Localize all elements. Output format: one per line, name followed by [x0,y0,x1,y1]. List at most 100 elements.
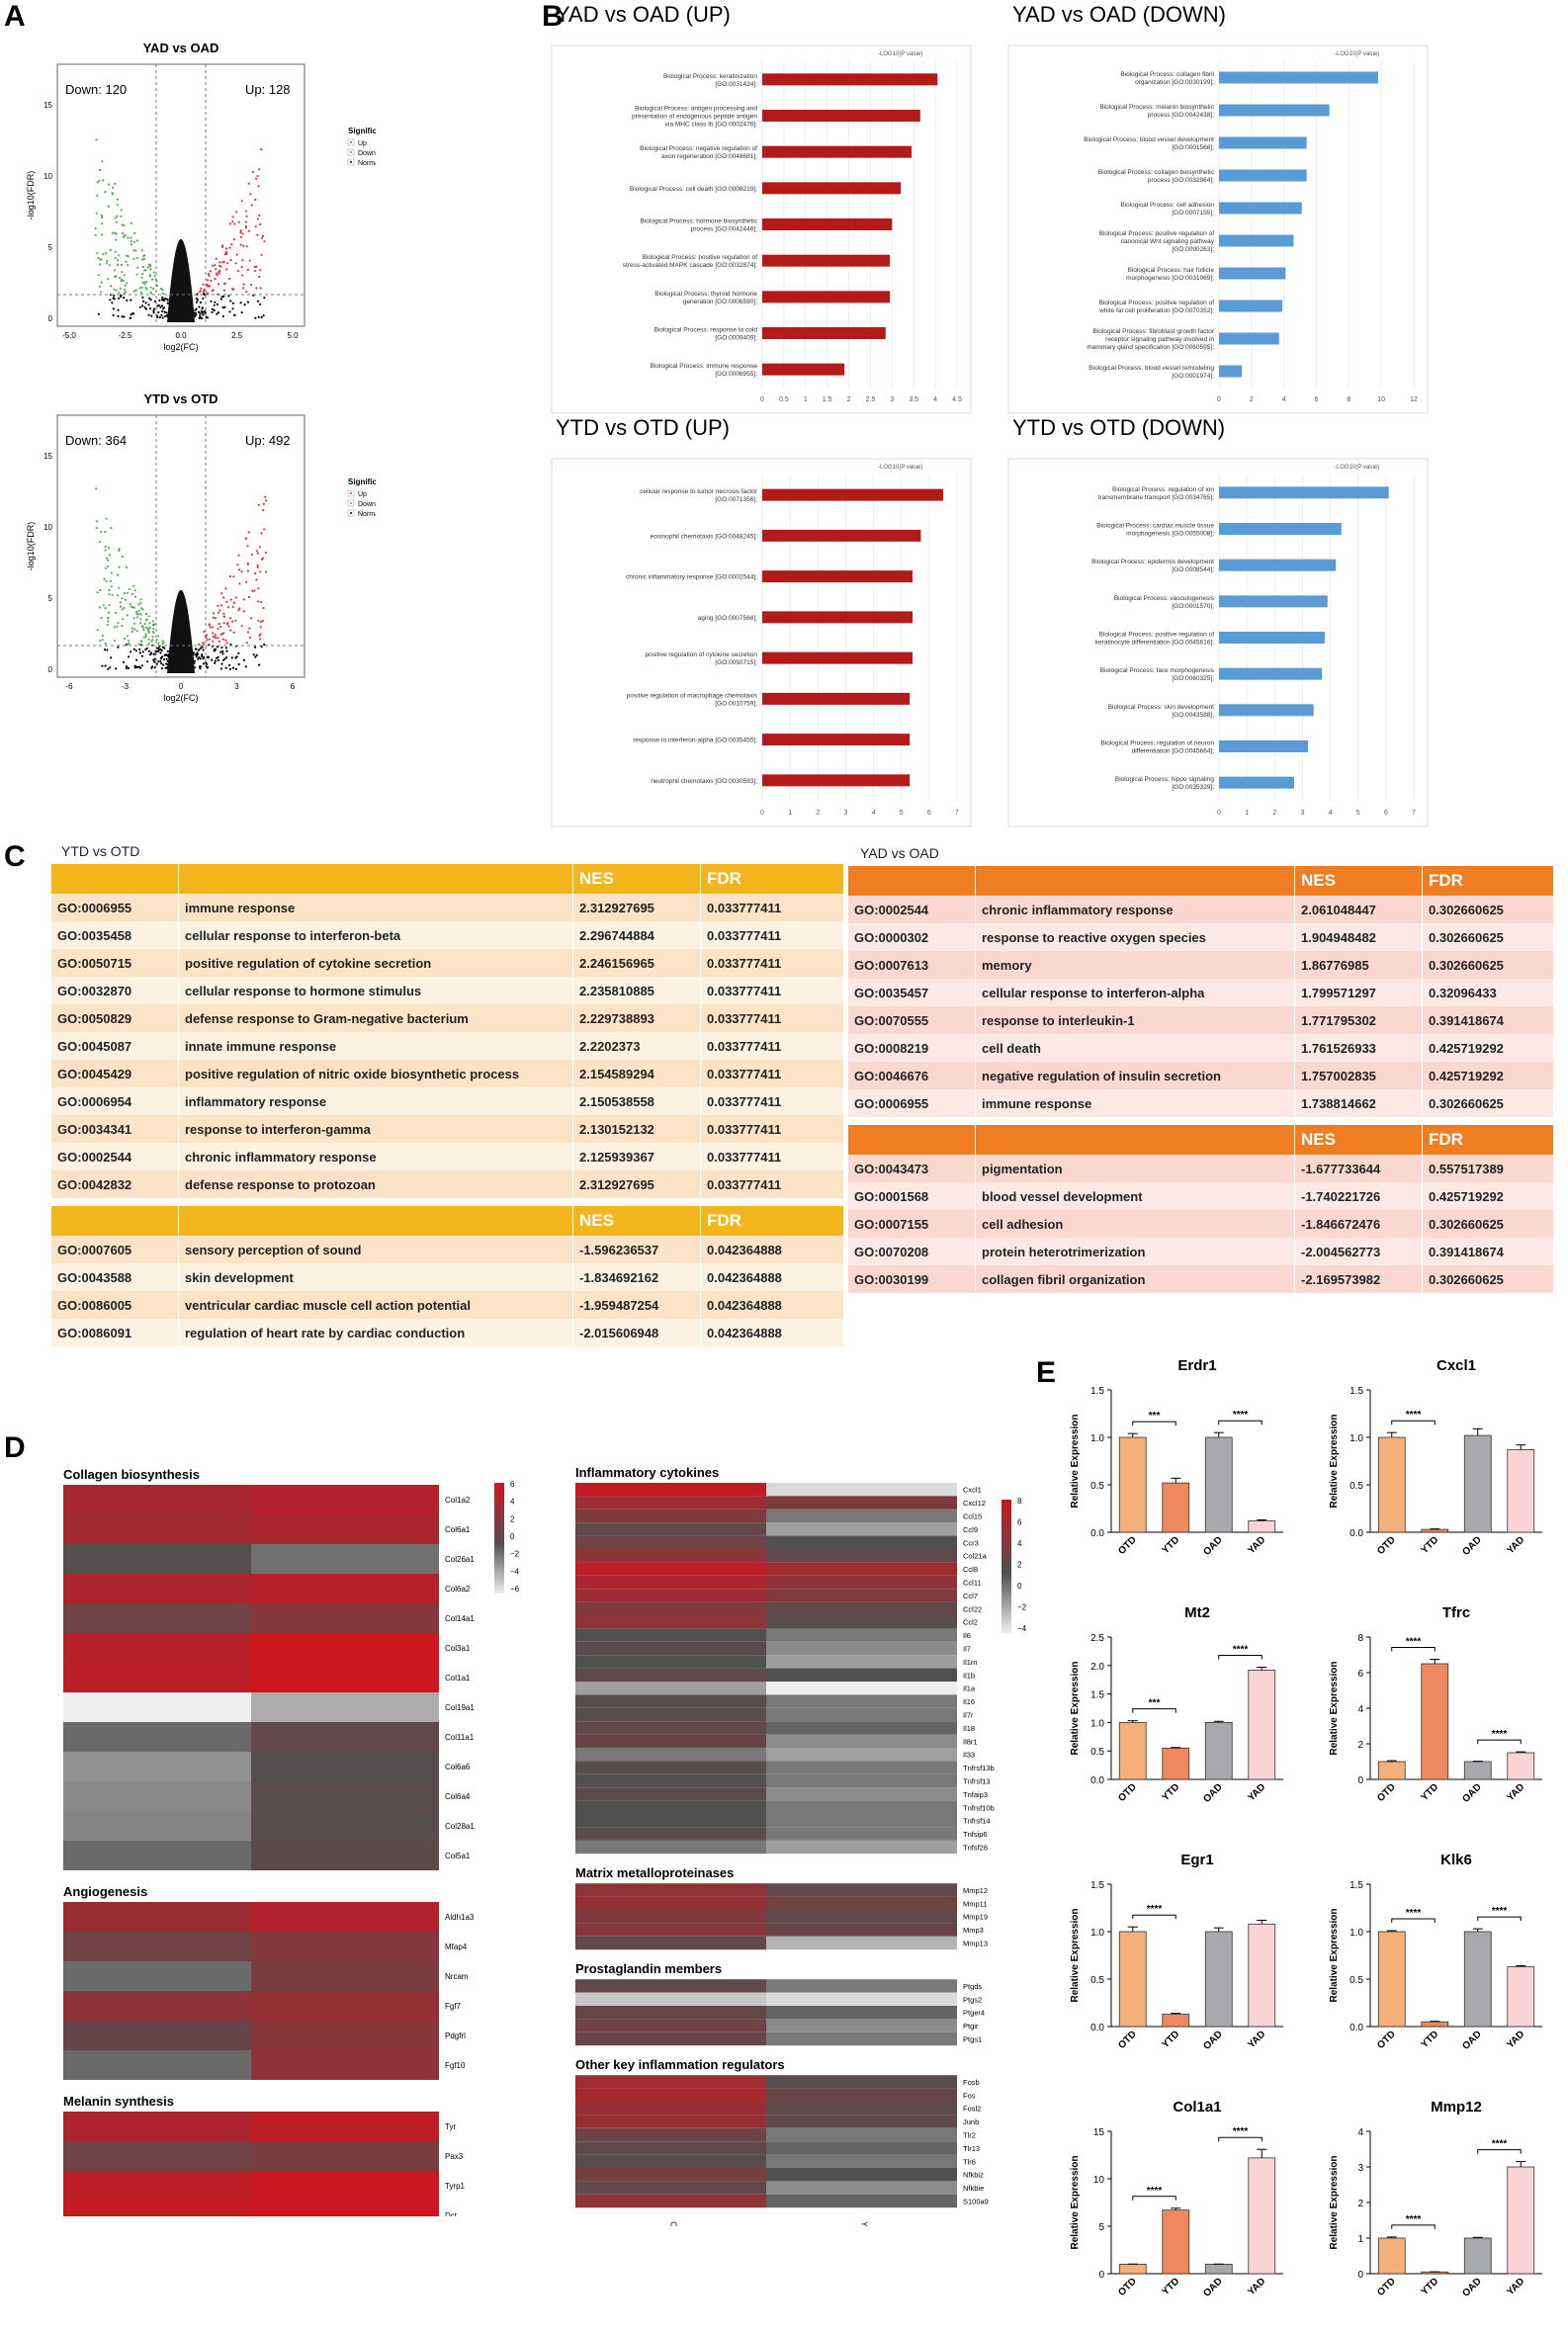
volcano-point [149,653,152,656]
volcano-point [100,281,103,284]
go-category-label: Biological Process: thyroid hormone gener… [654,291,757,305]
volcano-point [135,273,138,276]
heatmap-cell [575,1761,766,1774]
heatmap-cell [766,1483,957,1497]
go-term: memory [975,951,1295,979]
volcano-point [150,314,153,317]
gsea-row: GO:0030199 collagen fibril organization -2… [848,1265,1554,1293]
volcano-point [139,598,142,601]
volcano-point [231,307,234,310]
volcano-point [131,627,133,630]
volcano-point [104,648,107,651]
volcano-point [133,622,136,625]
volcano-point [255,578,258,581]
go-bar-chart-yad-down: YAD vs OAD (DOWN) -LOG10(P value) 0 2 4 6 8 10 1… [1007,2,1429,414]
qpcr-y-label: Relative Expression [1070,1661,1081,1755]
heatmap-cell [575,1655,766,1669]
heatmap-cell [251,1574,439,1603]
fdr-value: 0.302660625 [1422,896,1554,923]
volcano-point [127,666,131,669]
volcano-point [120,280,123,283]
volcano-point [234,619,237,622]
volcano-point [126,614,129,617]
volcano-point [109,299,112,302]
volcano-point [145,619,148,622]
go-category-label: Biological Process: collagen biosyntheti… [1098,169,1215,184]
volcano-point [152,309,155,312]
volcano-point [221,652,224,655]
qpcr-y-tick: 2.0 [1090,1662,1104,1673]
heatmap-cell [766,2127,957,2142]
volcano-point [212,612,215,615]
volcano-point [220,245,224,249]
go-category-label: Biological Process: epidermis developmen… [1091,559,1214,573]
volcano-point [155,639,158,642]
volcano-point [104,191,107,194]
volcano-point [242,283,245,286]
volcano-point [254,316,257,319]
qpcr-chart-mmp12: Mmp12 0 1 2 3 4 Relative Expression OTD YTD OAD YA… [1329,2099,1542,2299]
nes-value: -2.169573982 [1294,1265,1423,1293]
heatmap-cell [766,2154,957,2168]
fdr-value: 0.557517389 [1422,1155,1554,1182]
nes-value: -2.004562773 [1294,1238,1423,1265]
volcano-point [211,310,214,313]
volcano-point [141,265,144,269]
go-bar [762,488,943,501]
volcano-point [148,622,151,625]
volcano-point [258,214,261,216]
heatmap-column-label: OTD [669,2221,678,2226]
go-chart-title: YTD vs OTD (UP) [556,415,730,440]
volcano-point [149,268,152,271]
qpcr-x-tick: YTD [1419,2029,1440,2050]
volcano-x-tick: 2.5 [231,331,243,340]
volcano-point [244,220,247,223]
heatmap-gene-label: Tyrp1 [445,2182,466,2191]
volcano-point [161,643,164,646]
volcano-point [203,630,206,634]
volcano-point [138,287,141,290]
nes-value: 2.154589294 [572,1060,701,1087]
volcano-point [161,296,164,299]
volcano-point [199,290,202,294]
volcano-point [107,205,111,208]
qpcr-y-tick: 1.5 [1350,1880,1363,1891]
volcano-point [231,220,234,223]
go-bar [762,73,938,86]
fdr-header: FDR [700,864,844,894]
heatmap-gene-label: Col19a1 [445,1703,475,1712]
volcano-point [225,649,228,652]
volcano-point [139,622,142,625]
heatmap-cell [63,2050,251,2080]
volcano-point [255,653,258,656]
qpcr-y-tick: 0.5 [1090,1747,1104,1758]
heatmap-cell [575,2194,766,2208]
volcano-point [260,316,263,319]
heatmap-gene-label: Col6a4 [445,1792,471,1801]
volcano-point [259,222,262,226]
qpcr-significance-bracket [1391,1918,1436,1924]
heatmap-gene-label: Tnfrsf13b [963,1764,995,1772]
volcano-point [214,301,217,303]
heatmap-cell [575,1549,766,1563]
volcano-point [225,642,228,645]
volcano-point [215,656,218,659]
volcano-point [227,277,231,281]
qpcr-title: Tfrc [1442,1604,1470,1621]
volcano-point [219,298,222,301]
volcano-point [146,660,149,663]
gsea-row: GO:0008219 cell death 1.761526933 0.4257192… [848,1034,1554,1062]
heatmap-cell [63,1932,251,1961]
go-bar-chart-ytd-down: YTD vs OTD (DOWN) -LOG10(P value) 0 1 2 3 4 5 6 7… [1007,415,1429,827]
volcano-point [214,617,217,620]
heatmap-cell [251,1902,439,1932]
qpcr-bar [1204,2263,1233,2275]
volcano-point [107,278,110,281]
qpcr-x-tick: OAD [1201,2276,1225,2299]
volcano-point [105,252,108,255]
heatmap-cell [251,1811,439,1841]
volcano-point [236,563,239,566]
volcano-point [219,650,222,653]
heatmap-gene-label: Col6a6 [445,1763,471,1771]
heatmap-cell [575,2168,766,2182]
